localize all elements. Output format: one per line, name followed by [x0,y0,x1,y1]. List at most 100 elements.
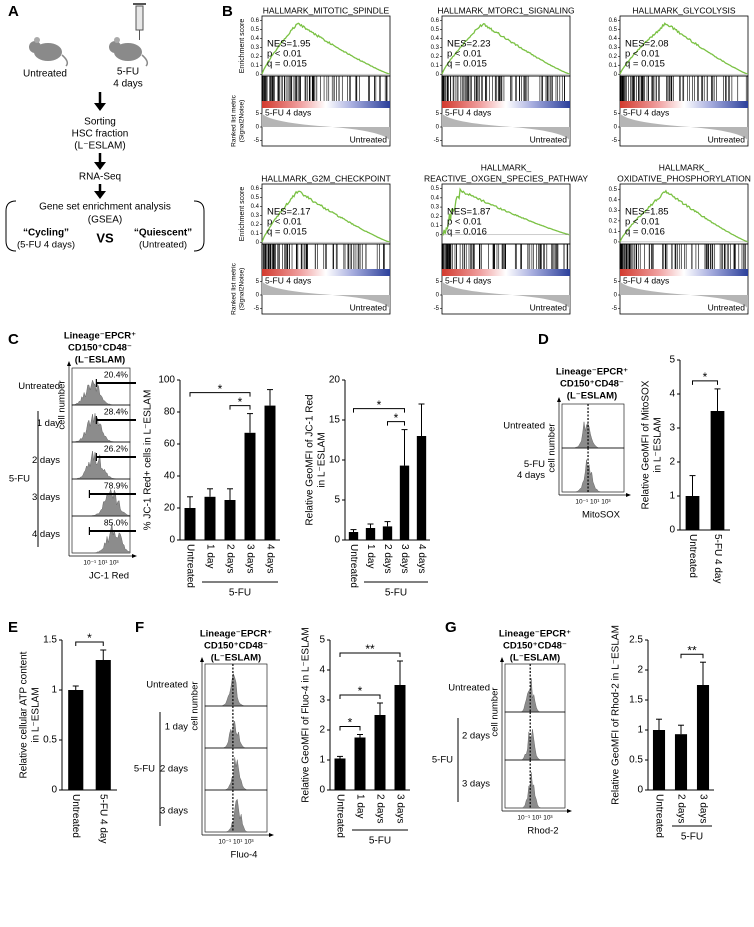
row-label: 2 days [160,764,188,775]
y-tick-label: 0.1 [251,231,260,237]
y-tick-label: 0 [614,239,618,245]
x-tick-label: 3 days [394,794,405,823]
bar [95,660,111,790]
bar [184,508,196,540]
y-axis-label: cell number [57,380,68,429]
statistic: p < 0.01 [447,49,482,60]
histogram [72,523,131,554]
bar [399,465,410,540]
bar [354,737,366,790]
phenotype-label: 5-FU 4 days [623,275,669,285]
statistic: p < 0.01 [267,49,302,60]
y-tick-label: 1.5 [43,635,57,646]
step-label: (GSEA) [88,215,122,226]
gate-header: CD150⁺CD48⁻ [68,343,132,354]
y-tick-label: 15 [329,415,341,426]
statistic: NES=1.85 [625,207,669,218]
gate-header: (L⁻ESLAM) [567,391,617,402]
significance-bracket [189,392,251,397]
y-tick-label: 3 [319,695,325,706]
bar [382,526,393,540]
y-tick-label: 0 [614,72,618,78]
y-tick-label: 0 [256,293,260,299]
y-tick-label: 5 [614,279,618,285]
significance-bracket [339,694,381,699]
y-tick-label: 2 [669,457,675,468]
plot-title: HALLMARK_GLYCOLYSIS [632,5,735,15]
histogram [505,678,565,713]
histogram [205,673,267,707]
y-axis-label: Enrichment score [239,187,246,242]
x-tick-label: Untreated [184,544,195,588]
y-tick-label: -5 [254,306,260,312]
significance-label: * [348,716,353,730]
gate-header: CD150⁺CD48⁻ [503,641,567,652]
histogram [205,798,267,833]
statistic: q = 0.015 [447,59,487,70]
arrow-head [94,191,106,199]
group-label: 5-FU [681,832,703,843]
y-tick-label: 5 [256,111,260,117]
y-tick-label: 20 [329,375,341,386]
y-tick-label: 0.3 [251,45,260,51]
y-tick-label: 0 [319,785,325,796]
step-label: HSC fraction [72,129,129,140]
comparison-label: “Quiescent” [134,228,192,239]
bar [394,685,406,790]
rank-band [620,101,748,108]
significance-bracket [339,726,361,731]
y-tick-label: 5 [614,111,618,117]
y-tick-label: 1 [51,685,57,696]
plot-title: HALLMARK_ [659,162,710,172]
y-axis-label: cell number [547,423,558,472]
ranked-metric [262,281,390,309]
x-tick-label: 1 day [354,794,365,818]
group-label: 5-FU [369,836,391,847]
phenotype-label: Untreated [530,134,568,144]
statistic: q = 0.015 [625,59,665,70]
y-axis-label: (Signal2Noise) [239,268,246,311]
significance-label: ** [365,642,375,656]
y-tick-label: 5 [256,279,260,285]
gate-header: Lineage⁻EPCR⁺ [499,629,571,640]
bar [204,496,216,540]
group-label: Untreated [23,69,67,80]
enrichment-curve [261,22,391,75]
enrichment-curve [441,22,571,75]
plot-title: HALLMARK_MITOTIC_SPINDLE [263,5,390,15]
x-axis-label: Rhod-2 [527,826,558,837]
significance-bracket [75,641,104,646]
row-label: 4 days [32,529,60,540]
y-tick-label: 0.6 [431,18,440,24]
plot-frame [441,75,571,147]
x-tick-label: 2 days [374,794,385,823]
y-tick-label: -5 [254,138,260,144]
x-tick-label: Untreated [334,794,345,838]
x-tick-label: 5-FU 4 day [712,534,723,583]
gate-header: CD150⁺CD48⁻ [560,379,624,390]
gate-header: Lineage⁻EPCR⁺ [64,331,136,342]
histogram [205,720,267,749]
row-label: 3 days [32,492,60,503]
mouse-head [29,41,41,53]
bar [674,734,688,790]
y-tick-label: 1 [669,491,675,502]
significance-label: * [358,684,363,698]
statistic: q = 0.016 [625,227,665,238]
bar [652,730,666,790]
phenotype-label: 5-FU 4 days [445,275,491,285]
row-label: 2 days [32,455,60,466]
plot-title: REACTIVE_OXGEN_SPECIES_PATHWAY [424,173,588,183]
significance-bracket [692,380,718,385]
y-tick-label: -5 [434,306,440,312]
row-label: Untreated [448,683,490,694]
y-tick-label: 0 [614,125,618,131]
y-tick-label: 0.5 [43,735,57,746]
statistic: NES=2.08 [625,39,669,50]
x-tick-label: 10⁻¹ 10¹ 10³ [83,560,119,567]
y-axis-label: Relative GeoMFI of Rhod-2 in L⁻ESLAM [611,625,622,805]
y-tick-label: 0.3 [251,213,260,219]
x-tick-label: Untreated [687,534,698,578]
histogram [505,729,565,761]
